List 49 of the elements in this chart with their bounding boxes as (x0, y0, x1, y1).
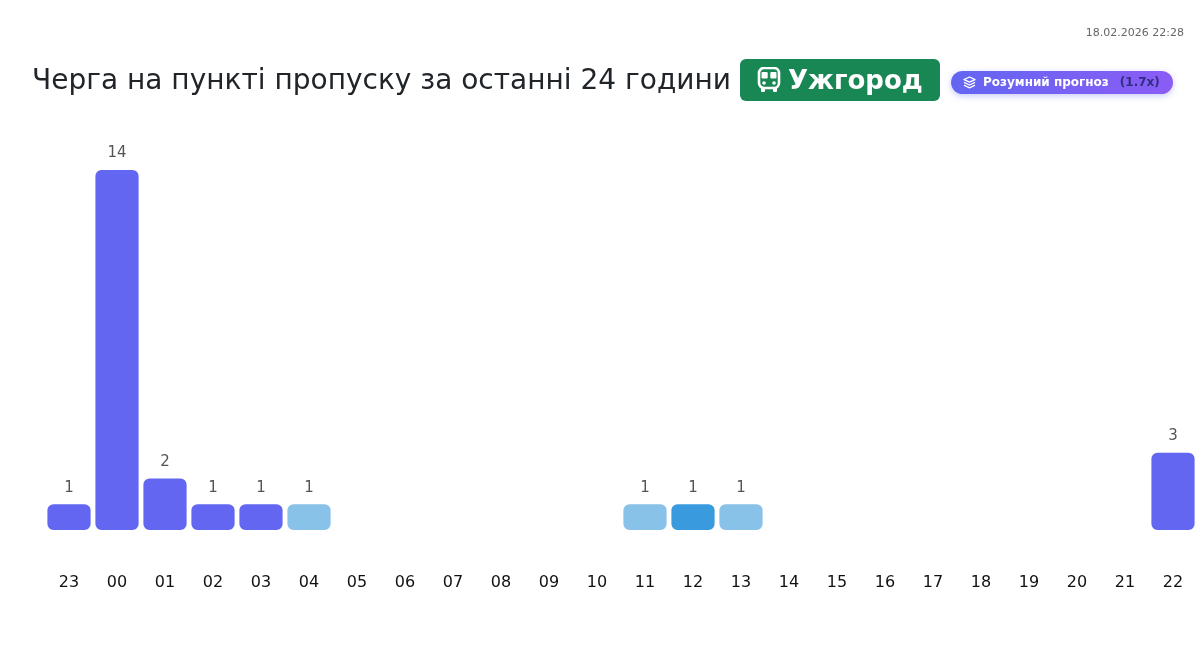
x-tick-label: 09 (538, 571, 560, 591)
x-tick-label: 01 (154, 571, 176, 591)
text: Розумний прогноз (983, 75, 1109, 90)
x-tick-label: 12 (682, 571, 704, 591)
x-tick-label: 19 (1018, 571, 1040, 591)
x-tick-label: 13 (730, 571, 752, 591)
bar (719, 504, 763, 530)
bar (671, 504, 715, 530)
x-tick-label: 10 (586, 571, 608, 591)
bar (95, 170, 139, 530)
bar (287, 504, 331, 530)
x-tick-label: 21 (1114, 571, 1136, 591)
data-label: 1 (64, 477, 74, 496)
text: (1.7x) (1119, 75, 1160, 90)
data-label: 2 (160, 451, 170, 470)
x-tick-label: 14 (778, 571, 800, 591)
data-label: 1 (256, 477, 266, 496)
bar (623, 504, 667, 530)
x-tick-label: 02 (202, 571, 224, 591)
x-tick-label: 20 (1066, 571, 1088, 591)
x-tick-label: 17 (922, 571, 944, 591)
chart-title: Черга на пункті пропуску за останні 24 години (32, 62, 731, 98)
bar (239, 504, 283, 530)
x-tick-label: 08 (490, 571, 512, 591)
bar (143, 478, 187, 530)
x-tick-label: 11 (634, 571, 656, 591)
bar (47, 504, 91, 530)
data-label: 14 (107, 143, 127, 162)
x-tick-label: 16 (874, 571, 896, 591)
x-tick-label: 03 (250, 571, 272, 591)
x-tick-label: 04 (298, 571, 320, 591)
chart-subtitle: Ужгород (788, 65, 923, 95)
data-label: 1 (688, 477, 698, 496)
x-tick-label: 22 (1162, 571, 1184, 591)
data-label: 1 (736, 477, 746, 496)
bar (1151, 452, 1195, 530)
text: 18.02.2026 22:28 (1085, 26, 1184, 40)
x-tick-label: 23 (58, 571, 80, 591)
x-tick-label: 07 (442, 571, 464, 591)
data-label: 1 (208, 477, 218, 496)
x-tick-label: 00 (106, 571, 128, 591)
x-tick-label: 18 (970, 571, 992, 591)
data-label: 1 (640, 477, 650, 496)
data-label: 3 (1168, 426, 1178, 445)
x-tick-label: 06 (394, 571, 416, 591)
x-tick-label: 15 (826, 571, 848, 591)
data-label: 1 (304, 477, 314, 496)
x-tick-label: 05 (346, 571, 368, 591)
bar (191, 504, 235, 530)
